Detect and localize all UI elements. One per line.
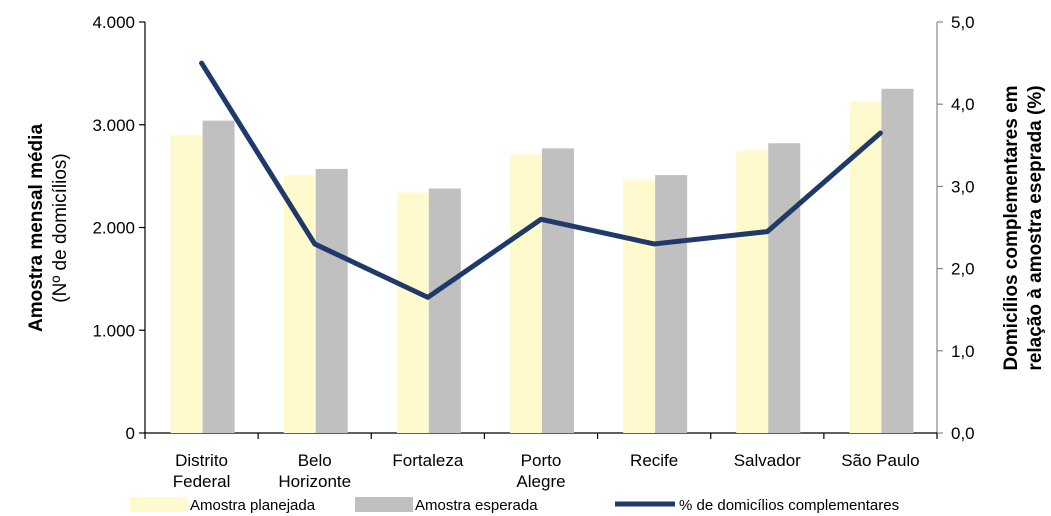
legend: Amostra planejada Amostra esperada % de do… (130, 497, 899, 514)
x-category-label: São Paulo (841, 451, 919, 470)
bar-planejada-3 (510, 154, 542, 434)
labels: 0 1.000 2.000 3.000 4.000 0,0 1,0 2,0 3,0 4,0 5,0 D… (26, 13, 1046, 491)
legend-planejada-label: Amostra planejada (190, 497, 316, 514)
y-right-tick-label: 3,0 (951, 177, 975, 196)
y-right-tick-label: 4,0 (951, 95, 975, 114)
x-category-label: Porto Alegre (516, 451, 565, 491)
x-category-label: Belo Horizonte (278, 451, 351, 491)
bar-planejada-6 (849, 101, 882, 434)
legend-planejada-swatch (130, 497, 188, 512)
bar-esperada-4 (655, 175, 688, 433)
bar-planejada-2 (396, 192, 429, 433)
y-left-axis-title-bold: Amostra mensal média (26, 124, 47, 332)
x-category-label: Salvador (734, 451, 801, 470)
x-category-label: Fortaleza (392, 451, 463, 470)
y-right-tick-label: 0,0 (951, 424, 975, 443)
bar-planejada-4 (623, 180, 656, 433)
bar-planejada-0 (170, 135, 203, 433)
y-right-tick-label: 2,0 (951, 260, 975, 279)
bars (170, 88, 914, 434)
legend-complementares-label: % de domicílios complementares (679, 497, 899, 514)
y-right-tick-label: 1,0 (951, 342, 975, 361)
line-series (199, 60, 883, 300)
bar-esperada-3 (542, 148, 574, 433)
y-left-tick-label: 0 (126, 424, 135, 443)
legend-esperada-label: Amostra esperada (415, 497, 538, 514)
bar-esperada-0 (202, 120, 235, 433)
y-left-tick-label: 3.000 (92, 116, 135, 135)
bar-planejada-1 (283, 175, 316, 433)
y-left-axis-title-normal: (Nº de domicílios) (50, 153, 71, 302)
bar-planejada-5 (736, 150, 769, 433)
bar-esperada-5 (768, 143, 801, 433)
y-right-axis-title-line2: relação à amostra eseprada (%) (1025, 85, 1046, 370)
bar-esperada-1 (315, 168, 348, 433)
y-left-tick-label: 4.000 (92, 13, 135, 32)
y-right-tick-label: 5,0 (951, 13, 975, 32)
y-left-tick-label: 2.000 (92, 219, 135, 238)
x-category-label: Distrito Federal (173, 451, 231, 491)
bar-esperada-6 (881, 88, 914, 433)
y-right-axis-title-line1: Domicílios complementares em (1001, 85, 1022, 370)
bar-esperada-2 (428, 188, 461, 433)
y-left-tick-label: 1.000 (92, 321, 135, 340)
legend-esperada-swatch (355, 497, 413, 512)
x-category-label: Recife (630, 451, 678, 470)
